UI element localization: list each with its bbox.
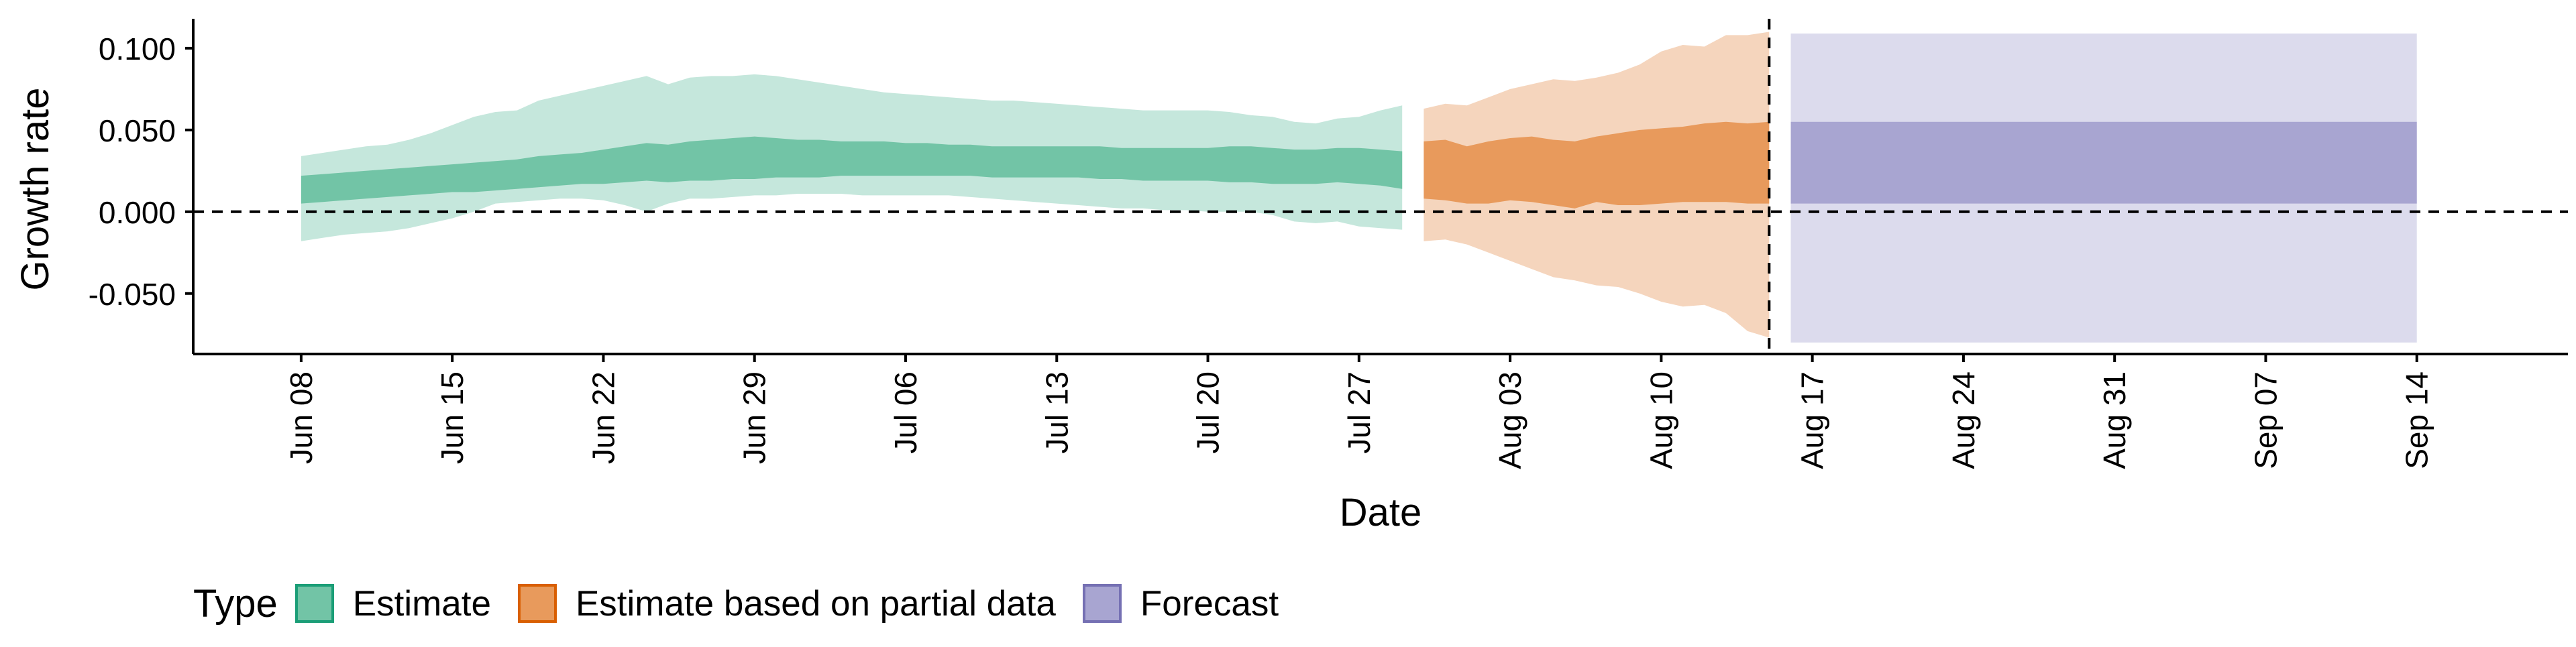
legend-title: Type bbox=[193, 581, 278, 626]
y-tick-label: -0.050 bbox=[89, 277, 176, 312]
legend-item-partial: Estimate based on partial data bbox=[517, 583, 1056, 624]
legend-item-estimate: Estimate bbox=[294, 583, 491, 624]
legend-item-forecast: Forecast bbox=[1082, 583, 1279, 624]
x-tick-label: Aug 31 bbox=[2097, 371, 2132, 469]
legend-swatch-forecast bbox=[1082, 584, 1122, 623]
x-tick-label: Sep 07 bbox=[2248, 371, 2283, 469]
x-tick-label: Sep 14 bbox=[2400, 371, 2434, 469]
x-tick-label: Aug 17 bbox=[1795, 371, 1830, 469]
x-tick-label: Jun 22 bbox=[586, 371, 621, 464]
x-tick-label: Aug 03 bbox=[1493, 371, 1527, 469]
legend-label-forecast: Forecast bbox=[1140, 583, 1279, 624]
band-layer bbox=[301, 32, 2417, 343]
x-tick-label: Jun 08 bbox=[284, 371, 319, 464]
x-tick-label: Jun 15 bbox=[435, 371, 470, 464]
y-tick-label: 0.000 bbox=[99, 195, 176, 230]
x-tick-label: Jul 20 bbox=[1191, 371, 1226, 454]
x-tick-label: Aug 24 bbox=[1946, 371, 1981, 469]
x-tick-label: Jul 27 bbox=[1342, 371, 1377, 454]
y-tick-label: 0.050 bbox=[99, 113, 176, 148]
x-tick-label: Jun 29 bbox=[737, 371, 772, 464]
legend-label-partial: Estimate based on partial data bbox=[575, 583, 1056, 624]
reference-line-layer bbox=[193, 19, 2568, 354]
estimate-band-50 bbox=[301, 136, 1403, 204]
legend-swatch-partial bbox=[517, 584, 557, 623]
x-tick-label: Jul 13 bbox=[1039, 371, 1074, 454]
x-axis-title: Date bbox=[1340, 491, 1422, 534]
legend-swatch-estimate bbox=[294, 584, 334, 623]
y-tick-label: 0.100 bbox=[99, 32, 176, 66]
x-tick-label: Aug 10 bbox=[1644, 371, 1678, 469]
legend: Type Estimate Estimate based on partial … bbox=[193, 571, 1305, 636]
y-axis-title: Growth rate bbox=[13, 88, 57, 291]
axes-layer: -0.050 0.000 0.050 0.100 Jun 08 Jun 15 Jun 22 J… bbox=[89, 19, 2568, 469]
forecast-band-50 bbox=[1790, 121, 2417, 204]
legend-label-estimate: Estimate bbox=[352, 583, 491, 624]
estimate-based-on-partial-data-band-50 bbox=[1424, 121, 1770, 209]
x-tick-label: Jul 06 bbox=[888, 371, 923, 454]
